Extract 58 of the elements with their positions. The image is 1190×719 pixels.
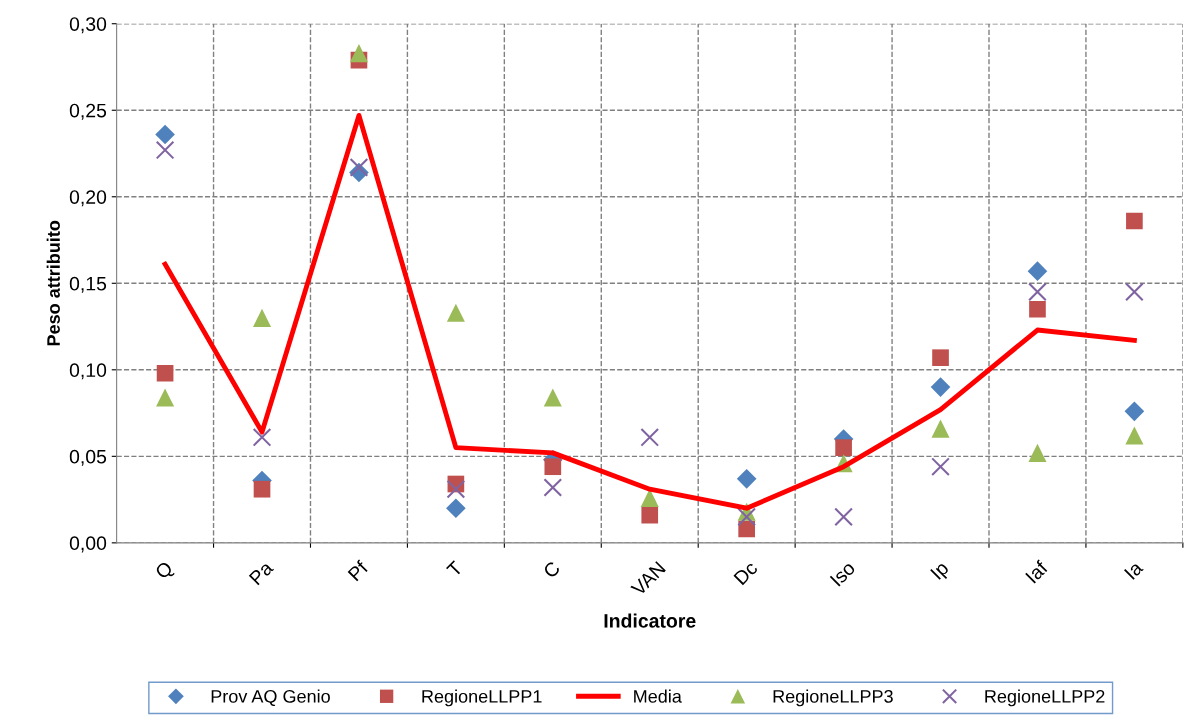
point bbox=[641, 506, 659, 524]
point bbox=[155, 124, 175, 145]
point bbox=[252, 427, 272, 447]
point bbox=[349, 157, 369, 177]
point bbox=[1124, 401, 1145, 422]
point bbox=[1028, 282, 1047, 302]
y-tick-label: 0,25 bbox=[69, 103, 107, 120]
point bbox=[446, 303, 465, 322]
x-tick-label: Ip bbox=[930, 560, 953, 583]
legend-label: RegioneLLPP1 bbox=[422, 689, 542, 707]
y-axis-title: Peso attribuito bbox=[46, 220, 60, 346]
point bbox=[835, 439, 852, 457]
x-tick-label: C bbox=[542, 560, 561, 579]
point bbox=[253, 480, 271, 498]
point bbox=[1027, 261, 1048, 281]
x-tick-label: Iso bbox=[829, 560, 856, 587]
point bbox=[543, 478, 563, 497]
x-tick-label: Pa bbox=[248, 560, 275, 586]
y-tick-label: 0,20 bbox=[69, 190, 107, 207]
point bbox=[932, 349, 949, 367]
x-axis-title: Indicatore bbox=[604, 613, 696, 628]
point bbox=[156, 388, 175, 407]
point bbox=[931, 419, 950, 438]
legend-label: RegioneLLPP2 bbox=[985, 689, 1105, 707]
point bbox=[446, 498, 466, 519]
point bbox=[349, 44, 368, 63]
legend-label: Media bbox=[634, 689, 682, 703]
point bbox=[737, 507, 757, 527]
x-tick-label: Dc bbox=[733, 560, 759, 586]
x-tick-label: Ia bbox=[1124, 560, 1144, 580]
point bbox=[736, 469, 757, 489]
y-tick-label: 0,15 bbox=[69, 276, 107, 293]
x-tick-label: Q bbox=[154, 560, 176, 583]
point bbox=[1028, 443, 1047, 462]
point bbox=[446, 479, 466, 499]
x-tick-label: Pf bbox=[347, 559, 370, 582]
point bbox=[640, 427, 660, 447]
point bbox=[1125, 426, 1144, 445]
point bbox=[834, 507, 853, 527]
point bbox=[544, 458, 562, 476]
point bbox=[930, 377, 951, 397]
y-tick-label: 0,30 bbox=[69, 17, 107, 34]
x-tick-label: Iaf bbox=[1024, 559, 1049, 584]
point bbox=[543, 388, 562, 407]
point bbox=[1126, 212, 1143, 230]
point bbox=[252, 308, 272, 327]
point bbox=[1125, 282, 1144, 302]
x-tick-label: T bbox=[446, 560, 464, 578]
point bbox=[1029, 300, 1046, 318]
y-tick-label: 0,00 bbox=[69, 536, 107, 553]
legend-label: Prov AQ Genio bbox=[211, 689, 330, 707]
y-tick-label: 0,10 bbox=[69, 363, 107, 380]
point bbox=[156, 364, 174, 382]
y-tick-label: 0,05 bbox=[69, 449, 107, 466]
x-tick-label: VAN bbox=[630, 561, 666, 597]
point bbox=[155, 140, 175, 160]
legend-label: RegioneLLPP3 bbox=[773, 689, 893, 707]
point bbox=[931, 457, 950, 477]
